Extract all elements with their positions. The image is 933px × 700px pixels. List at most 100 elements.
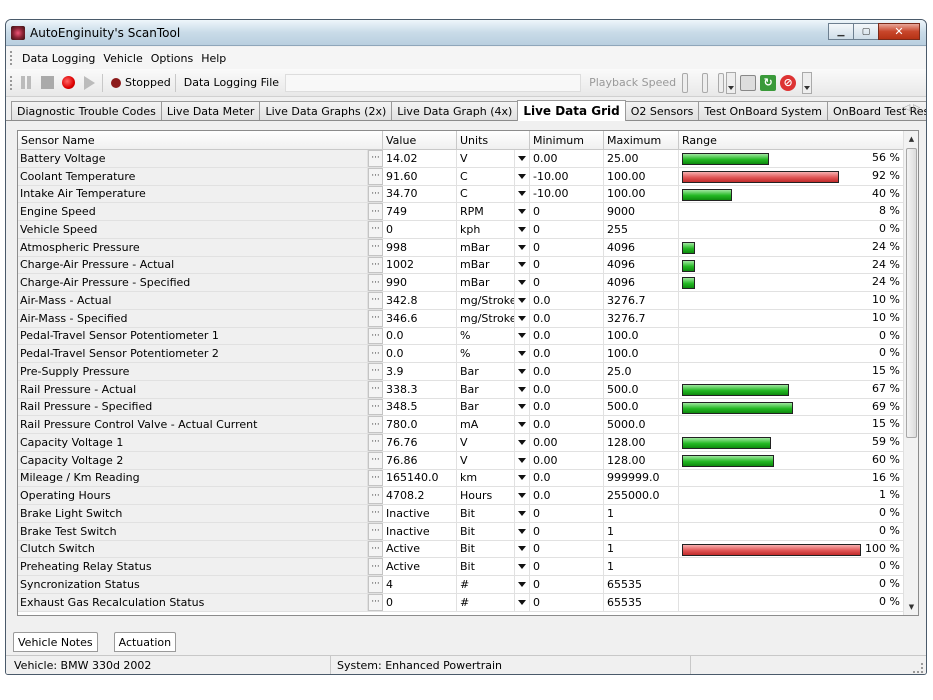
units-dropdown-icon[interactable]	[515, 345, 530, 362]
table-row[interactable]: Rail Pressure - Specified ··· 348.5 Bar 0.0 5…	[18, 398, 905, 417]
tab-scroll-arrows-icon[interactable]: ◁ ▷	[903, 103, 920, 113]
units-dropdown-icon[interactable]	[515, 505, 530, 522]
table-row[interactable]: Rail Pressure Control Valve - Actual Cur…	[18, 416, 905, 434]
sensor-options-button[interactable]: ···	[368, 238, 383, 256]
sensor-options-button[interactable]: ···	[368, 150, 383, 167]
sensor-options-button[interactable]: ···	[368, 576, 383, 593]
refresh-icon[interactable]: ↻	[760, 74, 777, 91]
units-dropdown-icon[interactable]	[515, 487, 530, 504]
table-row[interactable]: Charge-Air Pressure - Actual ··· 1002 mBar 0…	[18, 256, 905, 275]
vertical-scrollbar[interactable]: ▲ ▼	[903, 131, 918, 615]
units-dropdown-icon[interactable]	[515, 363, 530, 380]
units-dropdown-icon[interactable]	[515, 150, 530, 167]
sensor-options-button[interactable]: ···	[368, 434, 383, 451]
scroll-down-icon[interactable]: ▼	[908, 603, 915, 611]
playback-dropdown[interactable]	[726, 71, 737, 94]
sensor-options-button[interactable]: ···	[368, 185, 383, 203]
scroll-up-icon[interactable]: ▲	[908, 135, 915, 143]
table-row[interactable]: Syncronization Status ··· 4 #0 65535 0 %	[18, 576, 905, 594]
header-value[interactable]: Value	[383, 131, 457, 150]
header-minimum[interactable]: Minimum	[530, 131, 604, 150]
units-dropdown-icon[interactable]	[515, 380, 530, 398]
sensor-options-button[interactable]: ···	[368, 256, 383, 274]
units-dropdown-icon[interactable]	[515, 398, 530, 416]
pause-button[interactable]	[17, 74, 35, 92]
playback-speed-thumb[interactable]	[702, 72, 709, 93]
units-dropdown-icon[interactable]	[515, 576, 530, 593]
table-row[interactable]: Capacity Voltage 2 ··· 76.86 V 0.00 128.00 60 …	[18, 451, 905, 470]
table-row[interactable]: Exhaust Gas Recalculation Status ··· 0 #0 65…	[18, 593, 905, 612]
sensor-options-button[interactable]: ···	[368, 593, 383, 611]
table-row[interactable]: Operating Hours ··· 4708.2 Hours 0.0 255000.0…	[18, 487, 905, 505]
sensor-options-button[interactable]: ···	[368, 203, 383, 220]
menu-data-logging[interactable]: Data Logging	[22, 51, 96, 65]
tab-live-data-graphs-2x[interactable]: Live Data Graphs (2x)	[259, 101, 393, 120]
toolbar-overflow-dropdown[interactable]	[802, 71, 813, 94]
table-row[interactable]: Mileage / Km Reading ··· 165140.0 km 0.0 9999…	[18, 469, 905, 488]
table-row[interactable]: Coolant Temperature ··· 91.60 C -10.00 100.00…	[18, 167, 905, 186]
units-dropdown-icon[interactable]	[515, 256, 530, 274]
sensor-options-button[interactable]: ···	[368, 292, 383, 309]
units-dropdown-icon[interactable]	[515, 540, 530, 558]
tab-onboard-test-results[interactable]: OnBoard Test Results	[827, 101, 926, 120]
sensor-options-button[interactable]: ···	[368, 345, 383, 362]
sensor-options-button[interactable]: ···	[368, 487, 383, 504]
table-row[interactable]: Preheating Relay Status ··· Active Bit 0 1 0 %	[18, 558, 905, 576]
maximize-button[interactable]: ▢	[853, 23, 879, 40]
units-dropdown-icon[interactable]	[515, 434, 530, 451]
sensor-options-button[interactable]: ···	[368, 221, 383, 238]
tab-diagnostic-trouble-codes[interactable]: Diagnostic Trouble Codes	[11, 101, 162, 120]
tab-o2-sensors[interactable]: O2 Sensors	[624, 101, 700, 120]
table-row[interactable]: Atmospheric Pressure ··· 998 mBar 0 4096 24 %	[18, 238, 905, 257]
tab-test-onboard-system[interactable]: Test OnBoard System	[698, 101, 828, 120]
table-row[interactable]: Clutch Switch ··· Active Bit 0 1 100 %	[18, 540, 905, 559]
table-row[interactable]: Brake Light Switch ··· Inactive Bit 0 1 0 %	[18, 505, 905, 523]
table-row[interactable]: Intake Air Temperature ··· 34.70 C -10.00 100…	[18, 185, 905, 204]
sensor-options-button[interactable]: ···	[368, 274, 383, 291]
stop-button[interactable]	[38, 74, 56, 92]
units-dropdown-icon[interactable]	[515, 558, 530, 575]
record-button[interactable]	[59, 74, 77, 92]
table-row[interactable]: Pedal-Travel Sensor Potentiometer 1 ··· 0.…	[18, 327, 905, 346]
units-dropdown-icon[interactable]	[515, 327, 530, 345]
play-button[interactable]	[80, 74, 98, 92]
stop-sign-icon[interactable]: ⊘	[780, 74, 797, 91]
units-dropdown-icon[interactable]	[515, 416, 530, 433]
tab-vehicle-notes[interactable]: Vehicle Notes	[13, 632, 98, 652]
header-maximum[interactable]: Maximum	[604, 131, 679, 150]
sensor-options-button[interactable]: ···	[368, 558, 383, 575]
scrollbar-thumb[interactable]	[906, 148, 917, 438]
table-row[interactable]: Charge-Air Pressure - Specified ··· 990 mBa…	[18, 274, 905, 292]
units-dropdown-icon[interactable]	[515, 292, 530, 309]
minimize-button[interactable]: ▁	[828, 23, 854, 40]
sensor-options-button[interactable]: ···	[368, 167, 383, 185]
playback-speed-slider[interactable]	[682, 72, 689, 93]
units-dropdown-icon[interactable]	[515, 274, 530, 291]
resize-grip-icon[interactable]	[913, 663, 923, 673]
units-dropdown-icon[interactable]	[515, 309, 530, 327]
units-dropdown-icon[interactable]	[515, 238, 530, 256]
tab-live-data-graph-4x[interactable]: Live Data Graph (4x)	[391, 101, 519, 120]
units-dropdown-icon[interactable]	[515, 469, 530, 487]
units-dropdown-icon[interactable]	[515, 185, 530, 203]
sensor-options-button[interactable]: ···	[368, 505, 383, 522]
units-dropdown-icon[interactable]	[515, 203, 530, 220]
menu-options[interactable]: Options	[150, 51, 194, 65]
table-row[interactable]: Pre-Supply Pressure ··· 3.9 Bar 0.0 25.0 15 %	[18, 363, 905, 381]
sensor-options-button[interactable]: ···	[368, 309, 383, 327]
menu-help[interactable]: Help	[201, 51, 227, 65]
table-row[interactable]: Engine Speed ··· 749 RPM 0 9000 8 %	[18, 203, 905, 221]
data-logging-file-field[interactable]	[285, 73, 582, 92]
close-button[interactable]: ✕	[878, 23, 920, 40]
table-row[interactable]: Rail Pressure - Actual ··· 338.3 Bar 0.0 500.…	[18, 380, 905, 399]
units-dropdown-icon[interactable]	[515, 593, 530, 611]
units-dropdown-icon[interactable]	[515, 451, 530, 469]
sensor-options-button[interactable]: ···	[368, 469, 383, 487]
print-icon[interactable]	[740, 74, 757, 91]
table-row[interactable]: Pedal-Travel Sensor Potentiometer 2 ··· 0.…	[18, 345, 905, 363]
menu-vehicle[interactable]: Vehicle	[103, 51, 143, 65]
table-row[interactable]: Capacity Voltage 1 ··· 76.76 V 0.00 128.00 59 …	[18, 434, 905, 452]
playback-control[interactable]	[718, 72, 725, 93]
header-units[interactable]: Units	[457, 131, 530, 150]
header-range[interactable]: Range	[682, 134, 717, 147]
